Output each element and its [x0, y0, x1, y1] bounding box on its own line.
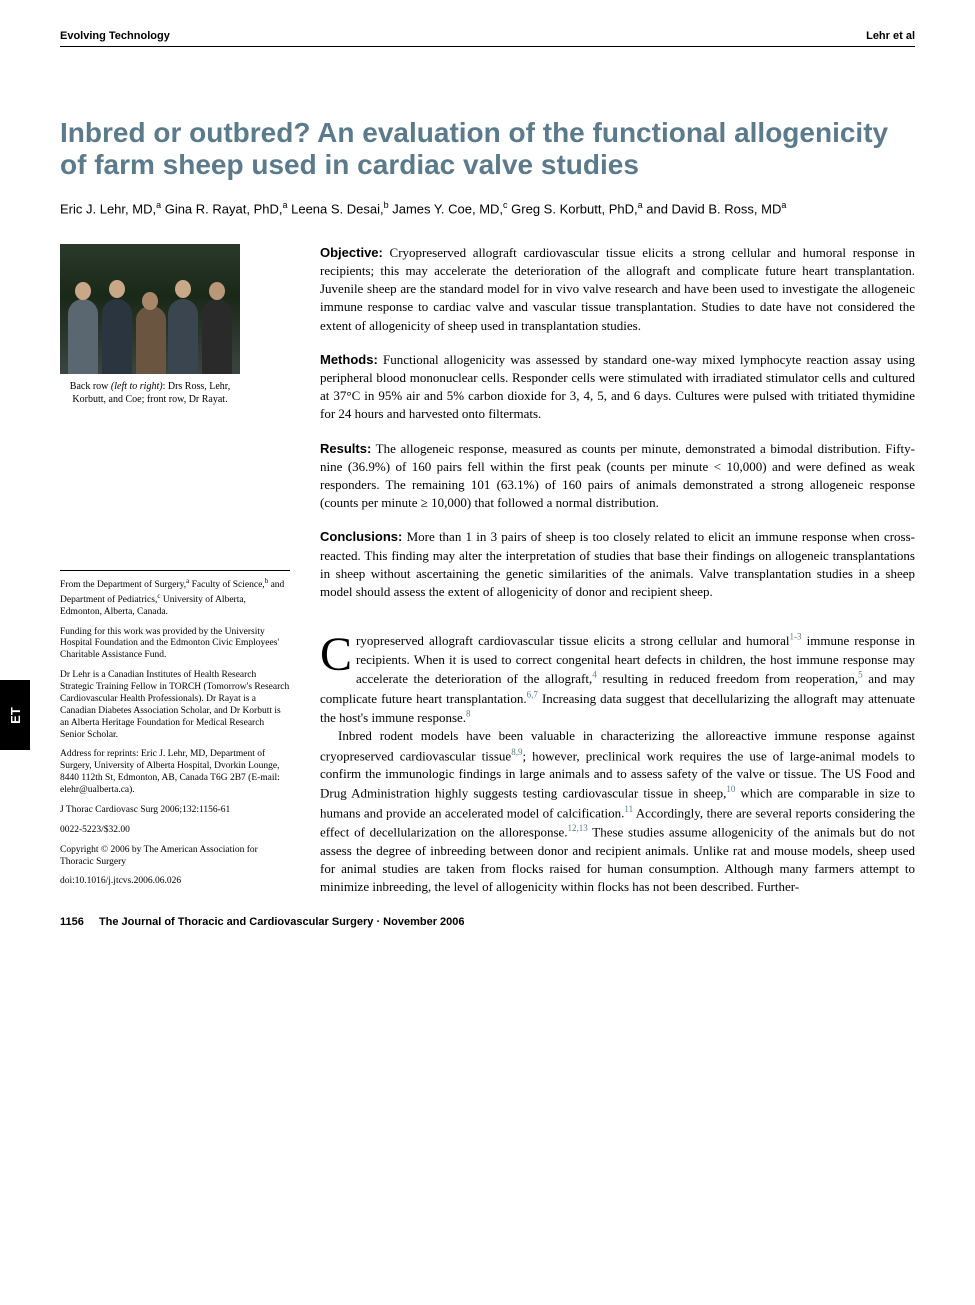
- author-list: Eric J. Lehr, MD,a Gina R. Rayat, PhD,a …: [60, 199, 915, 219]
- affil-bio: Dr Lehr is a Canadian Institutes of Heal…: [60, 670, 290, 741]
- abstract-text: More than 1 in 3 pairs of sheep is too c…: [320, 529, 915, 599]
- page-footer: 1156 The Journal of Thoracic and Cardiov…: [60, 916, 915, 928]
- affil-citation: J Thorac Cardiovasc Surg 2006;132:1156-6…: [60, 805, 290, 817]
- affil-reprints: Address for reprints: Eric J. Lehr, MD, …: [60, 749, 290, 797]
- running-header: Evolving Technology Lehr et al: [60, 30, 915, 47]
- abstract-label: Conclusions:: [320, 529, 402, 544]
- right-column: Objective: Cryopreserved allograft cardi…: [320, 244, 915, 896]
- affil-issn: 0022-5223/$32.00: [60, 825, 290, 837]
- abstract-objective: Objective: Cryopreserved allograft cardi…: [320, 244, 915, 335]
- abstract-results: Results: The allogeneic response, measur…: [320, 440, 915, 513]
- abstract-conclusions: Conclusions: More than 1 in 3 pairs of s…: [320, 528, 915, 601]
- abstract-label: Objective:: [320, 245, 383, 260]
- abstract-text: Cryopreserved allograft cardiovascular t…: [320, 245, 915, 333]
- affiliations-block: From the Department of Surgery,a Faculty…: [60, 570, 290, 897]
- affil-copyright: Copyright © 2006 by The American Associa…: [60, 845, 290, 869]
- article-title: Inbred or outbred? An evaluation of the …: [60, 117, 915, 181]
- abstract-methods: Methods: Functional allogenicity was ass…: [320, 351, 915, 424]
- abstract-label: Results:: [320, 441, 371, 456]
- body-p2: Inbred rodent models have been valuable …: [320, 727, 915, 896]
- content-columns: Back row (left to right): Drs Ross, Lehr…: [60, 244, 915, 896]
- page: Evolving Technology Lehr et al Inbred or…: [0, 0, 975, 948]
- footer-journal: The Journal of Thoracic and Cardiovascul…: [99, 916, 465, 928]
- photo-caption: Back row (left to right): Drs Ross, Lehr…: [60, 380, 240, 406]
- affil-funding: Funding for this work was provided by th…: [60, 627, 290, 663]
- dropcap: C: [320, 631, 356, 676]
- left-column: Back row (left to right): Drs Ross, Lehr…: [60, 244, 290, 896]
- abstract-label: Methods:: [320, 352, 378, 367]
- side-tab: ET: [0, 680, 30, 750]
- page-number: 1156: [60, 916, 84, 928]
- author-photo: [60, 244, 240, 374]
- affil-doi: doi:10.1016/j.jtcvs.2006.06.026: [60, 876, 290, 888]
- abstract-text: The allogeneic response, measured as cou…: [320, 441, 915, 511]
- abstract-text: Functional allogenicity was assessed by …: [320, 352, 915, 422]
- body-p1: Cryopreserved allograft cardiovascular t…: [320, 631, 915, 727]
- affil-from: From the Department of Surgery,a Faculty…: [60, 577, 290, 619]
- side-tab-label: ET: [8, 707, 23, 724]
- header-authors: Lehr et al: [866, 30, 915, 42]
- body-text: Cryopreserved allograft cardiovascular t…: [320, 631, 915, 896]
- header-section: Evolving Technology: [60, 30, 170, 42]
